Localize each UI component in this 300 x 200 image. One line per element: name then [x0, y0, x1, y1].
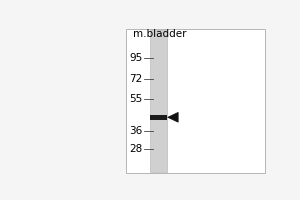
FancyBboxPatch shape: [150, 30, 167, 172]
Text: 36: 36: [129, 126, 142, 136]
FancyBboxPatch shape: [150, 115, 167, 120]
Text: 28: 28: [129, 144, 142, 154]
Polygon shape: [168, 112, 178, 122]
Text: 72: 72: [129, 74, 142, 84]
Text: m.bladder: m.bladder: [133, 29, 186, 39]
Text: 95: 95: [129, 53, 142, 63]
Text: 55: 55: [129, 94, 142, 104]
FancyBboxPatch shape: [126, 29, 266, 173]
